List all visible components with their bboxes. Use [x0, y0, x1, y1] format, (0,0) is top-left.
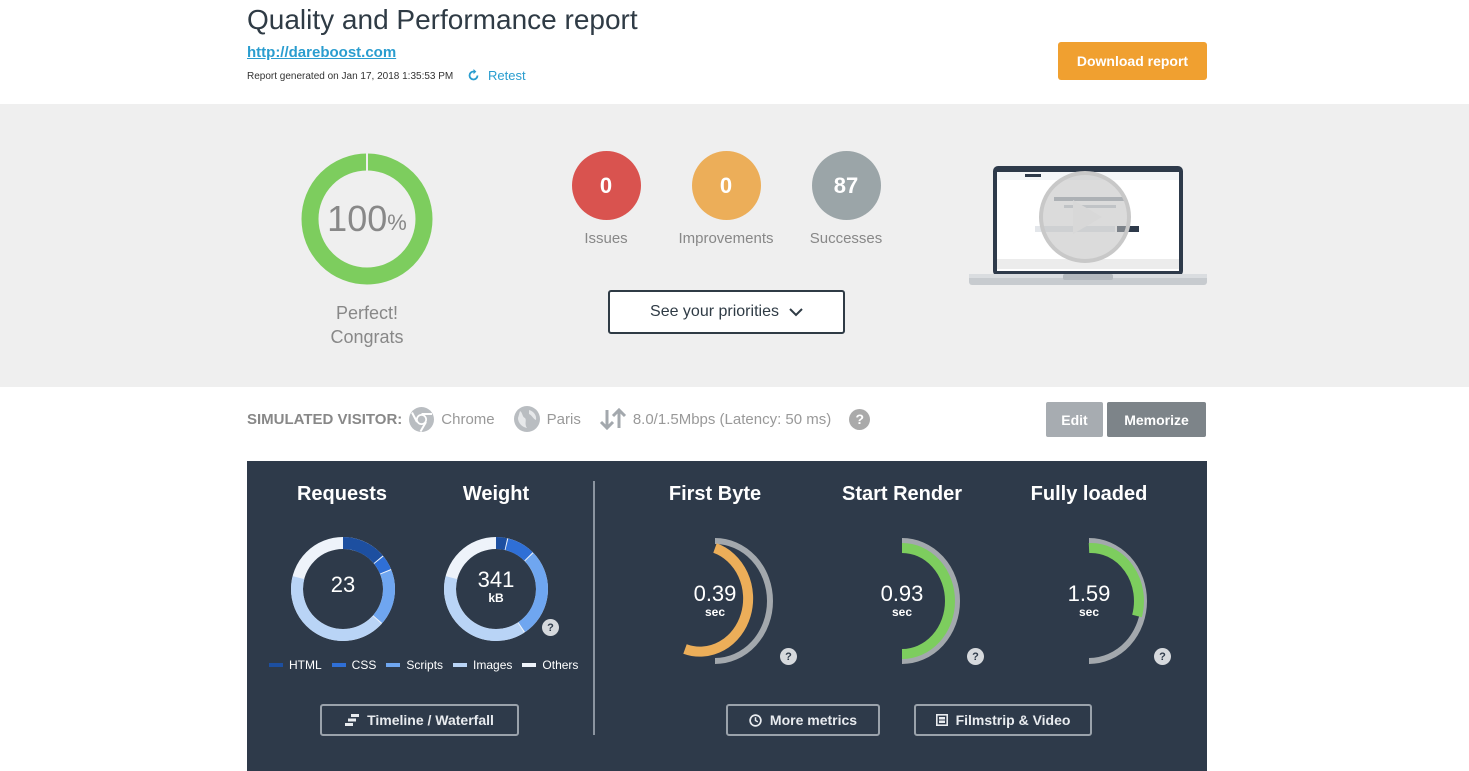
- report-timestamp: Report generated on Jan 17, 2018 1:35:53…: [247, 71, 454, 82]
- requests-title: Requests: [296, 483, 388, 505]
- visitor-browser: Chrome: [408, 406, 495, 433]
- improvements-label: Improvements: [678, 230, 774, 247]
- stat-issues[interactable]: 0 Issues: [546, 151, 666, 247]
- more-metrics-label: More metrics: [769, 712, 858, 728]
- download-report-button[interactable]: Download report: [1058, 42, 1207, 80]
- legend-css: CSS: [331, 658, 376, 672]
- simulated-visitor: SIMULATED VISITOR: Chrome Paris 8.0/1.5M…: [247, 405, 871, 433]
- location-name: Paris: [546, 410, 581, 428]
- weight-unit: kB: [488, 591, 504, 605]
- legend-images: Images: [453, 658, 512, 672]
- connection-speed: 8.0/1.5Mbps (Latency: 50 ms): [632, 410, 832, 428]
- fully-loaded-gauge: [1088, 538, 1147, 664]
- visitor-location: Paris: [513, 405, 581, 433]
- more-metrics-button[interactable]: More metrics: [726, 704, 880, 736]
- start-render-help-icon[interactable]: ?: [967, 648, 984, 665]
- improvements-count: 0: [691, 151, 761, 220]
- timeline-waterfall-button[interactable]: Timeline / Waterfall: [320, 704, 519, 736]
- requests-count: 23: [330, 572, 356, 597]
- weight-donut: [444, 537, 548, 641]
- resource-legend: HTML CSS Scripts Images Others: [269, 658, 578, 672]
- chevron-down-icon: [789, 308, 803, 317]
- score-value: 100%: [300, 152, 434, 286]
- issues-count: 0: [571, 151, 641, 220]
- transfer-arrows-icon: [599, 408, 626, 430]
- stat-successes[interactable]: 87 Successes: [786, 151, 906, 247]
- start-render-gauge: [901, 538, 960, 664]
- start-render-value: 0.93 sec: [867, 581, 937, 619]
- weight-amount: 341: [477, 567, 515, 592]
- weight-value: 341 kB: [441, 567, 551, 605]
- weight-title: Weight: [462, 483, 530, 505]
- first-byte-gauge: [683, 538, 773, 664]
- legend-others: Others: [522, 658, 578, 672]
- start-render-title: Start Render: [841, 483, 963, 505]
- legend-html: HTML: [269, 658, 322, 672]
- weight-help-icon[interactable]: ?: [542, 619, 559, 636]
- summary-band: 100% Perfect! Congrats 0 Issues 0 Improv…: [0, 104, 1469, 387]
- retest-link[interactable]: Retest: [467, 68, 526, 83]
- score-number: 100: [327, 198, 388, 239]
- first-byte-title: First Byte: [668, 483, 762, 505]
- requests-donut: [291, 537, 395, 641]
- page-title: Quality and Performance report: [247, 4, 638, 35]
- fully-loaded-title: Fully loaded: [1030, 483, 1148, 505]
- score-verdict: Perfect! Congrats: [296, 301, 438, 349]
- panel-divider: [593, 481, 595, 735]
- chrome-icon: [409, 406, 435, 432]
- report-header: Quality and Performance report http://da…: [0, 0, 1469, 104]
- filmstrip-label: Filmstrip & Video: [955, 712, 1071, 728]
- score-gauge: 100%: [300, 152, 434, 286]
- filmstrip-video-button[interactable]: Filmstrip & Video: [914, 704, 1092, 736]
- first-byte-help-icon[interactable]: ?: [780, 648, 797, 665]
- verdict-line-1: Perfect!: [335, 303, 399, 323]
- retest-label: Retest: [488, 68, 526, 83]
- stat-improvements[interactable]: 0 Improvements: [666, 151, 786, 247]
- priorities-label: See your priorities: [650, 303, 779, 320]
- timeline-label: Timeline / Waterfall: [367, 712, 494, 728]
- fully-loaded-value: 1.59 sec: [1054, 581, 1124, 619]
- requests-value: 23: [288, 572, 398, 598]
- successes-count: 87: [811, 151, 881, 220]
- metrics-panel: Requests 23 Weight 341 kB ? HTML CSS Scr…: [247, 461, 1207, 771]
- waterfall-icon: [345, 714, 360, 726]
- first-byte-value: 0.39 sec: [680, 581, 750, 619]
- first-byte-number: 0.39: [693, 581, 737, 606]
- start-render-unit: sec: [891, 605, 913, 619]
- score-ring: [301, 153, 433, 285]
- video-preview-laptop[interactable]: [969, 164, 1207, 289]
- fully-loaded-number: 1.59: [1067, 581, 1111, 606]
- visitor-connection: 8.0/1.5Mbps (Latency: 50 ms): [599, 408, 831, 430]
- legend-scripts: Scripts: [386, 658, 443, 672]
- fully-loaded-help-icon[interactable]: ?: [1154, 648, 1171, 665]
- first-byte-unit: sec: [704, 605, 726, 619]
- visitor-label: SIMULATED VISITOR:: [247, 410, 403, 428]
- verdict-line-2: Congrats: [330, 327, 404, 347]
- start-render-number: 0.93: [880, 581, 924, 606]
- browser-name: Chrome: [441, 410, 495, 428]
- edit-visitor-button[interactable]: Edit: [1046, 402, 1103, 437]
- memorize-visitor-button[interactable]: Memorize: [1107, 402, 1206, 437]
- issues-label: Issues: [584, 230, 628, 247]
- fully-loaded-unit: sec: [1078, 605, 1100, 619]
- see-priorities-button[interactable]: See your priorities: [608, 290, 845, 334]
- score-unit: %: [387, 210, 407, 235]
- successes-label: Successes: [809, 230, 883, 247]
- film-icon: [935, 714, 948, 726]
- globe-icon: [513, 406, 540, 432]
- refresh-icon: [468, 69, 479, 81]
- clock-icon: [749, 713, 762, 727]
- visitor-help-icon[interactable]: ?: [849, 408, 871, 430]
- tested-url-link[interactable]: http://dareboost.com: [247, 44, 397, 61]
